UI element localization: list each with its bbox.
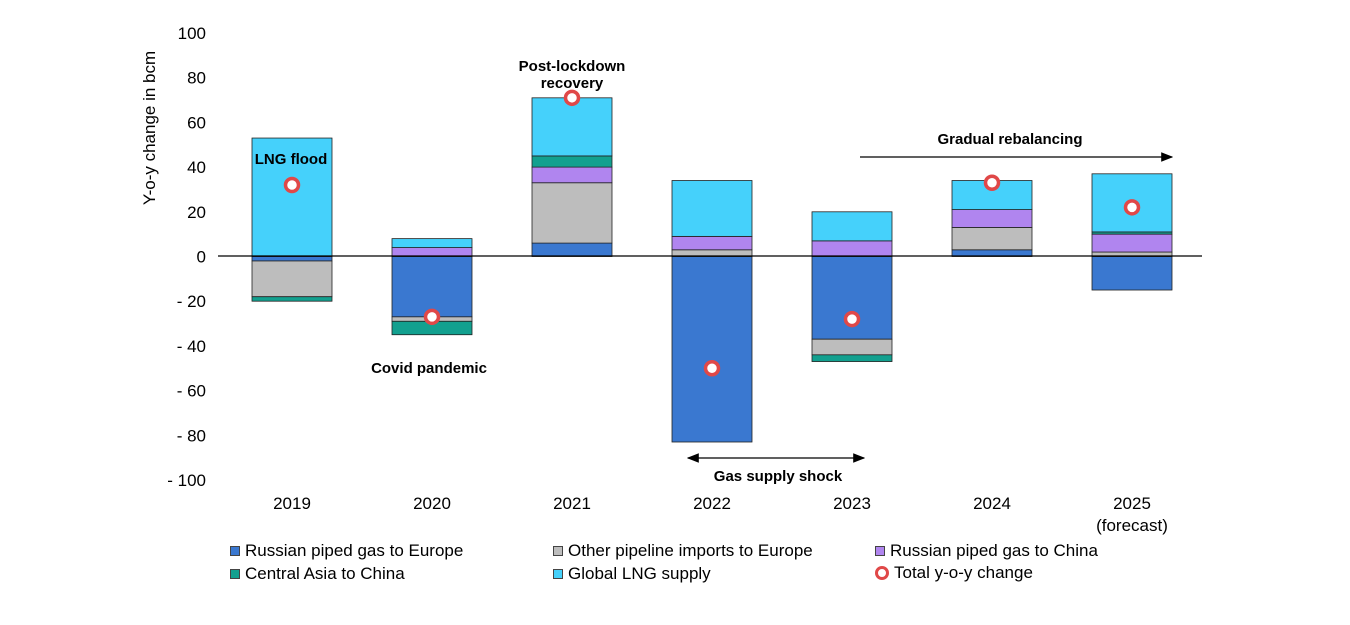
x-tick-sublabel: (forecast) (1096, 516, 1168, 535)
bar-segment-2021-s4 (531, 97, 613, 157)
legend-item-russian-piped-europe: Russian piped gas to Europe (230, 541, 463, 561)
y-tick-label: 100 (178, 24, 206, 43)
y-tick-label: 60 (187, 113, 206, 132)
y-tick-label: - 20 (177, 292, 206, 311)
total-marker-2022 (703, 360, 721, 377)
legend-item-central-asia-china: Central Asia to China (230, 564, 405, 584)
x-tick-label: 2024 (973, 494, 1011, 513)
legend-label: Global LNG supply (568, 564, 711, 583)
y-tick-label: 20 (187, 203, 206, 222)
y-tick-label: - 40 (177, 337, 206, 356)
total-markers (283, 89, 1141, 377)
legend-swatch (230, 569, 240, 579)
legend-item-global-lng: Global LNG supply (553, 564, 711, 584)
bar-segment-2020-s2 (391, 247, 473, 257)
y-tick-label: - 100 (167, 471, 206, 490)
bar-segment-2019-s4 (251, 137, 333, 257)
x-tick-label: 2021 (553, 494, 591, 513)
bar-segment-2023-s2 (811, 240, 893, 257)
legend-label: Russian piped gas to Europe (245, 541, 464, 560)
total-marker-2023 (843, 310, 861, 328)
annotation-lng-flood: LNG flood (255, 151, 327, 168)
annotation-covid-pandemic: Covid pandemic (371, 360, 487, 377)
legend-label: Central Asia to China (245, 564, 405, 583)
legend-label: Other pipeline imports to Europe (568, 541, 813, 560)
stacked-bar-chart: 100 80 60 40 20 0 - 20 - 40 - 60 - 80 - 100 Y-o-y … (140, 24, 1202, 535)
y-axis-ticks: 100 80 60 40 20 0 - 20 - 40 - 60 - 80 - 100 (167, 24, 206, 490)
y-tick-label: - 60 (177, 382, 206, 401)
bar-segment-2023-s4 (811, 211, 893, 242)
legend-marker-icon (875, 566, 889, 580)
total-marker-2019 (283, 176, 301, 194)
total-marker-2021 (563, 89, 581, 107)
legend-swatch (553, 546, 563, 556)
x-tick-label: 2025 (1113, 494, 1151, 513)
total-marker-2024 (983, 174, 1001, 191)
bar-segment-2025-s2 (1091, 233, 1173, 253)
x-tick-label: 2019 (273, 494, 311, 513)
bar-segment-2020-s4 (391, 238, 473, 248)
bar-segment-2024-s2 (951, 209, 1033, 228)
x-tick-label: 2022 (693, 494, 731, 513)
bars (251, 97, 1173, 443)
x-tick-label: 2023 (833, 494, 871, 513)
legend-label: Total y-o-y change (894, 563, 1033, 582)
bar-segment-2021-s2 (531, 166, 613, 184)
y-axis-label: Y-o-y change in bcm (140, 51, 159, 205)
bar-segment-2021-s3 (531, 155, 613, 168)
bar-segment-2020-s0 (391, 256, 473, 318)
bar-segment-2019-s1 (251, 260, 333, 298)
y-tick-label: 0 (197, 248, 206, 267)
legend-item-other-pipeline-europe: Other pipeline imports to Europe (553, 541, 813, 561)
bar-segment-2024-s1 (951, 227, 1033, 251)
legend-item-total-change: Total y-o-y change (875, 563, 1033, 583)
bar-segment-2021-s1 (531, 182, 613, 244)
x-tick-label: 2020 (413, 494, 451, 513)
y-tick-label: - 80 (177, 426, 206, 445)
annotation-gradual-rebalancing: Gradual rebalancing (937, 131, 1082, 148)
bar-segment-2023-s1 (811, 338, 893, 356)
total-marker-2020 (423, 308, 441, 326)
x-axis-ticks: 2019 2020 2021 2022 2023 2024 2025 (forecast) (273, 494, 1168, 535)
bar-segment-2019-s3 (251, 296, 333, 302)
legend-swatch (875, 546, 885, 556)
legend-label: Russian piped gas to China (890, 541, 1098, 560)
legend-item-russian-piped-china: Russian piped gas to China (875, 541, 1098, 561)
legend-swatch (553, 569, 563, 579)
bar-segment-2022-s4 (671, 180, 753, 237)
annotation-gas-supply-shock: Gas supply shock (714, 468, 843, 485)
bar-segment-2021-s0 (531, 242, 613, 257)
y-tick-label: 40 (187, 158, 206, 177)
bar-segment-2022-s2 (671, 235, 753, 251)
bar-segment-2019-s0 (251, 256, 333, 262)
legend-swatch (230, 546, 240, 556)
bar-segment-2025-s0 (1091, 256, 1173, 291)
annotation-post-lockdown-line1: Post-lockdown (519, 58, 626, 75)
annotation-post-lockdown-line2: recovery (541, 75, 604, 92)
bar-segment-2022-s0 (671, 256, 753, 443)
bar-segment-2023-s3 (811, 354, 893, 362)
total-marker-2025 (1123, 199, 1141, 216)
y-tick-label: 80 (187, 69, 206, 88)
